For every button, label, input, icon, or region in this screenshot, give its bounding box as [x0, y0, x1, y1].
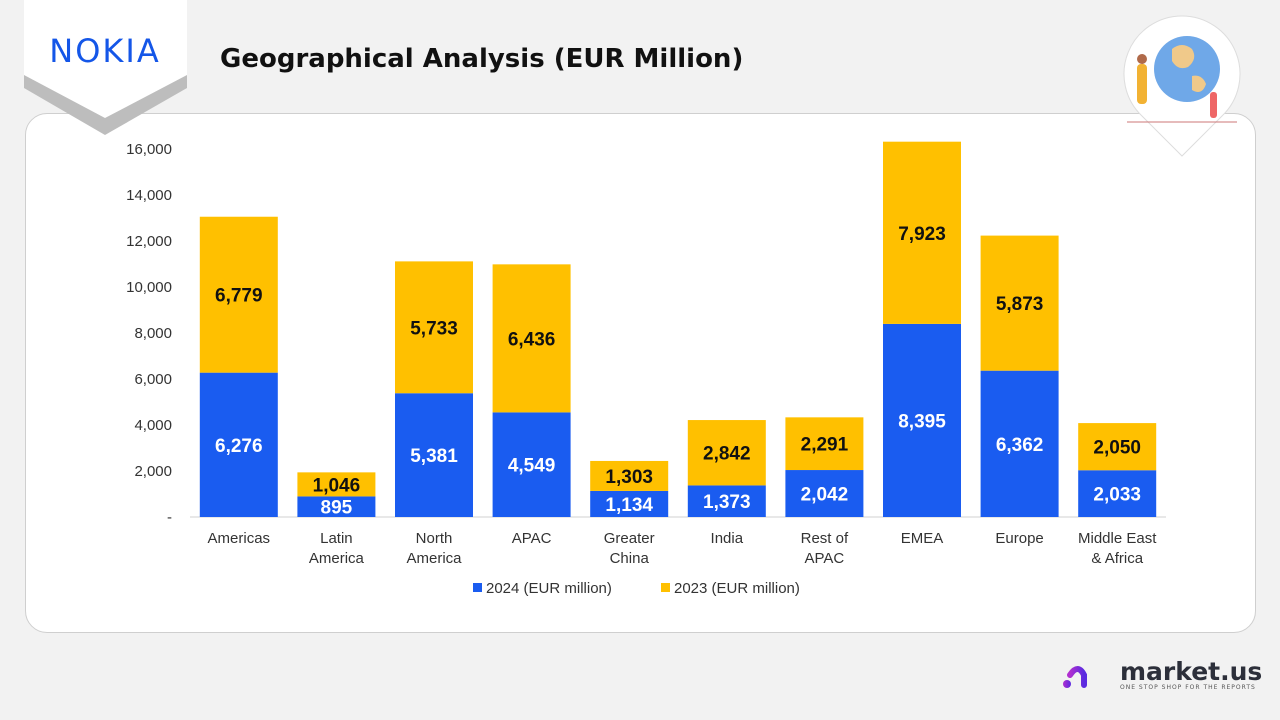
bar-2023: [297, 472, 376, 497]
x-tick-label: Europe: [995, 530, 1043, 547]
x-tick-label: China: [610, 550, 650, 567]
legend-label: 2023 (EUR million): [674, 580, 800, 597]
bar-2023: [785, 417, 864, 471]
data-label: 5,381: [410, 446, 458, 467]
data-label: 1,134: [605, 495, 653, 516]
data-label: 2,042: [801, 485, 849, 506]
x-tick-label: Latin: [320, 530, 353, 547]
data-label: 1,303: [605, 467, 653, 488]
page-title: Geographical Analysis (EUR Million): [220, 44, 744, 74]
data-label: 2,842: [703, 444, 751, 465]
bar-2024: [1078, 470, 1157, 517]
y-tick-label: 16,000: [126, 141, 172, 158]
bar-2023: [883, 141, 961, 324]
y-tick-label: 10,000: [126, 279, 172, 296]
data-label: 1,046: [313, 475, 361, 496]
data-label: 2,291: [801, 435, 849, 456]
nokia-logo-badge: NOKIA: [24, 0, 187, 135]
x-tick-label: EMEA: [901, 530, 944, 547]
data-label: 8,395: [898, 411, 946, 432]
bar-2023: [590, 460, 669, 491]
market-us-tagline: ONE STOP SHOP FOR THE REPORTS: [1120, 684, 1256, 691]
x-tick-label: & Africa: [1091, 550, 1143, 567]
data-label: 2,033: [1093, 485, 1141, 506]
bar-2023: [395, 261, 473, 394]
x-tick-label: Rest of: [801, 530, 849, 547]
bar-2024: [199, 372, 278, 517]
bar-2023: [199, 216, 278, 373]
bar-2024: [785, 470, 864, 517]
x-tick-label: APAC: [805, 550, 845, 567]
market-us-name: market.us: [1120, 657, 1263, 686]
x-tick-label: Americas: [208, 530, 271, 547]
x-tick-label: Greater: [604, 530, 655, 547]
legend-label: 2024 (EUR million): [486, 580, 612, 597]
data-label: 6,276: [215, 436, 263, 457]
bar-2024: [980, 370, 1059, 517]
data-label: 895: [321, 498, 353, 519]
bar-2024: [590, 490, 669, 517]
x-tick-label: North: [416, 530, 453, 547]
x-tick-label: India: [711, 530, 744, 547]
globe-illustration-icon: [1123, 15, 1241, 157]
data-label: 7,923: [898, 224, 946, 245]
bar-2024: [395, 393, 473, 517]
bar-2023: [980, 235, 1059, 371]
data-label: 6,362: [996, 435, 1044, 456]
y-tick-label: 14,000: [126, 187, 172, 204]
data-label: 5,733: [410, 318, 458, 339]
bar-2023: [1078, 423, 1157, 471]
bar-2023: [687, 420, 766, 486]
y-tick-label: -: [167, 509, 172, 526]
bar-2024: [883, 323, 961, 517]
x-tick-label: Middle East: [1078, 530, 1157, 547]
x-tick-label: America: [406, 550, 462, 567]
bar-2024: [687, 485, 766, 517]
y-tick-label: 2,000: [134, 463, 172, 480]
data-label: 5,873: [996, 294, 1044, 315]
data-label: 6,436: [508, 329, 556, 350]
data-label: 1,373: [703, 492, 751, 513]
bar-2023: [492, 264, 571, 413]
y-tick-label: 4,000: [134, 417, 172, 434]
bar-2024: [297, 496, 376, 517]
data-label: 6,779: [215, 286, 263, 307]
y-tick-label: 8,000: [134, 325, 172, 342]
legend-swatch: [473, 583, 482, 592]
x-tick-label: America: [309, 550, 365, 567]
data-label: 4,549: [508, 456, 556, 477]
market-us-logo: market.us ONE STOP SHOP FOR THE REPORTS: [1062, 658, 1262, 692]
bar-2024: [492, 412, 571, 517]
market-us-logo-icon: [1063, 663, 1108, 689]
y-tick-label: 6,000: [134, 371, 172, 388]
data-label: 2,050: [1093, 438, 1141, 459]
y-tick-label: 12,000: [126, 233, 172, 250]
x-tick-label: APAC: [512, 530, 552, 547]
legend-swatch: [661, 583, 670, 592]
nokia-logo: NOKIA: [49, 32, 160, 70]
